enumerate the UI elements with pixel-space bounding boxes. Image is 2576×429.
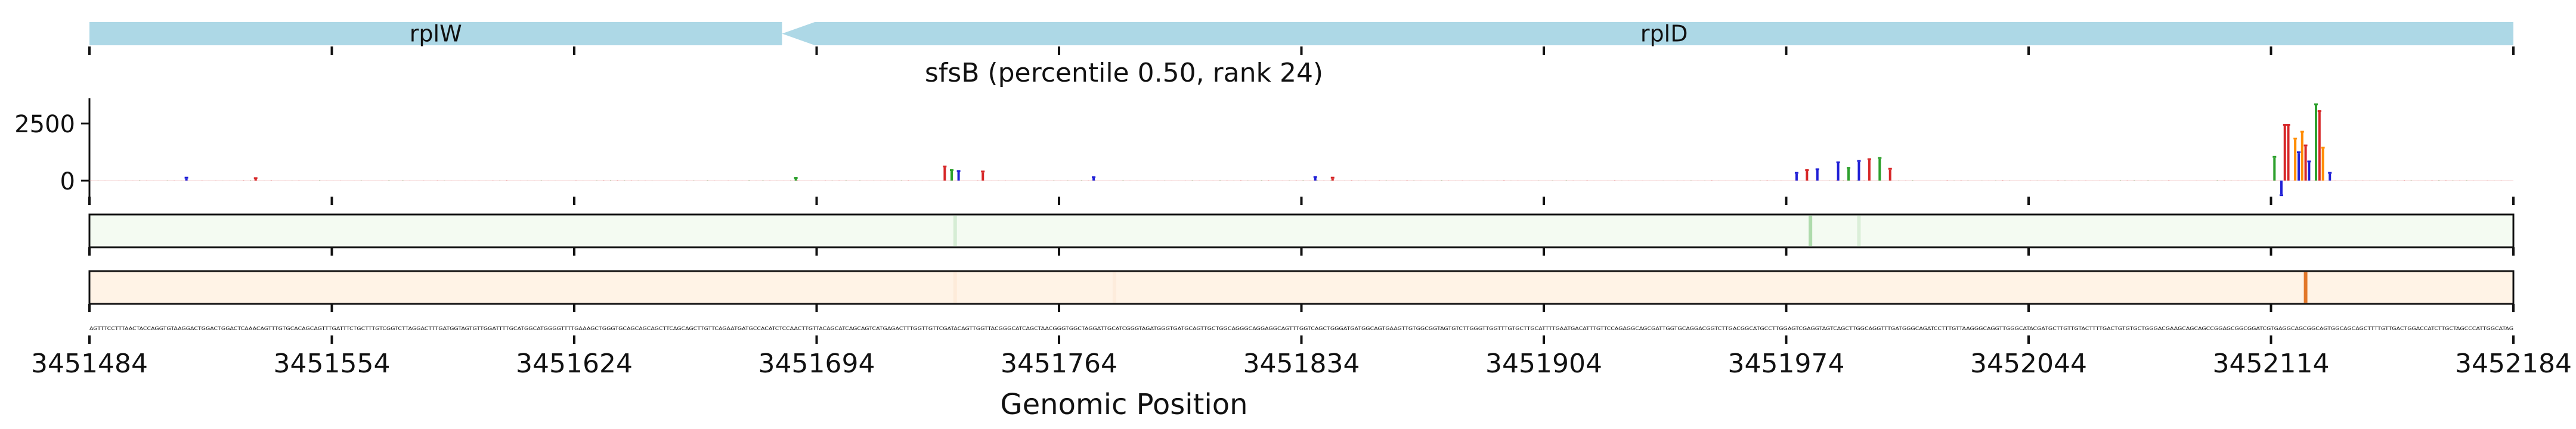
signal-peak-cap-23 — [2293, 138, 2298, 140]
signal-panel: 2500 0 — [14, 98, 2515, 205]
signal-peak-cap-9 — [1330, 176, 1335, 179]
x-tick-label-7: 3451974 — [1728, 349, 1845, 379]
orange-track-mark-2 — [1112, 272, 1116, 303]
signal-peak-cap-31 — [2328, 172, 2332, 174]
signal-peak-cap-20 — [2279, 194, 2283, 197]
signal-peak-cap-17 — [1878, 157, 1882, 159]
x-tick-label-4: 3451764 — [1001, 349, 1117, 379]
signal-peak-cap-8 — [1313, 176, 1317, 178]
signal-peak-cap-24 — [2296, 151, 2301, 154]
gene-arrow-1 — [782, 22, 2513, 45]
x-axis-label: Genomic Position — [1000, 388, 1247, 421]
signal-peak-cap-1 — [253, 177, 258, 179]
sequence-track: AGTTTCCTTTAACTACCAGGTGTAAGGACTGGACTGGACT… — [89, 326, 2513, 331]
signal-peak-cap-27 — [2307, 160, 2311, 163]
signal-peak-cap-13 — [1836, 161, 1840, 163]
signal-peak-cap-7 — [1092, 176, 1096, 178]
gene-annotation-track: rplW rplD — [89, 21, 2513, 47]
green-track-mark-2 — [1857, 216, 1861, 246]
y-tick-label-0: 2500 — [14, 111, 75, 138]
x-tick-label-1: 3451554 — [274, 349, 391, 379]
signal-peak-cap-15 — [1857, 160, 1861, 162]
x-tick-label-2: 3451624 — [516, 349, 633, 379]
orange-track-mark-0 — [2303, 272, 2308, 303]
signal-peak-cap-28 — [2314, 103, 2318, 105]
signal-peak-cap-2 — [794, 177, 798, 179]
gene-label-1: rplD — [1640, 21, 1688, 47]
signal-peak-cap-4 — [949, 169, 953, 172]
signal-peak-cap-19 — [2272, 156, 2277, 158]
signal-peak-cap-11 — [1805, 169, 1809, 172]
signal-peak-cap-14 — [1847, 167, 1851, 169]
green-track-mark-0 — [953, 216, 957, 246]
signal-peak-cap-22 — [2286, 124, 2290, 126]
x-tick-label-9: 3452114 — [2213, 349, 2330, 379]
x-tick-label-8: 3452044 — [1970, 349, 2087, 379]
orange-heat-track — [88, 270, 2515, 312]
x-axis: 3451484 3451554 3451624 3451694 3451764 34518… — [31, 335, 2572, 379]
signal-peak-cap-0 — [184, 176, 188, 179]
gene-label-0: rplW — [410, 21, 462, 47]
x-tick-label-0: 3451484 — [31, 349, 148, 379]
gene-track-ticks — [88, 46, 2515, 55]
signal-peak-cap-26 — [2303, 144, 2308, 147]
signal-peak-cap-25 — [2300, 130, 2304, 133]
orange-track-mark-1 — [953, 272, 957, 303]
signal-peak-cap-3 — [943, 165, 947, 167]
signal-peak-cap-21 — [2283, 124, 2287, 126]
signal-peak-cap-10 — [1794, 172, 1798, 174]
green-track-mark-1 — [1809, 216, 1813, 246]
green-track-frame — [88, 213, 2515, 248]
gene-arrow-0 — [89, 22, 782, 45]
signal-peak-cap-29 — [2317, 110, 2321, 113]
x-tick-label-3: 3451694 — [758, 349, 875, 379]
y-tick-label-1: 0 — [60, 168, 75, 195]
signal-peak-cap-12 — [1815, 168, 1819, 170]
x-tick-label-6: 3451904 — [1485, 349, 1602, 379]
signal-peak-cap-18 — [1888, 167, 1892, 170]
signal-peak-cap-30 — [2321, 147, 2325, 149]
orange-track-frame — [88, 270, 2515, 305]
signal-peak-cap-16 — [1867, 158, 1871, 160]
signal-peak-cap-5 — [956, 170, 961, 172]
chart-title: sfsB (percentile 0.50, rank 24) — [925, 58, 1323, 88]
sequence-text: AGTTTCCTTTAACTACCAGGTGTAAGGACTGGACTGGACT… — [89, 326, 2513, 331]
signal-peak-cap-6 — [981, 170, 985, 173]
x-tick-label-10: 3452184 — [2455, 349, 2572, 379]
x-tick-label-5: 3451834 — [1243, 349, 1360, 379]
green-heat-track — [88, 213, 2515, 256]
